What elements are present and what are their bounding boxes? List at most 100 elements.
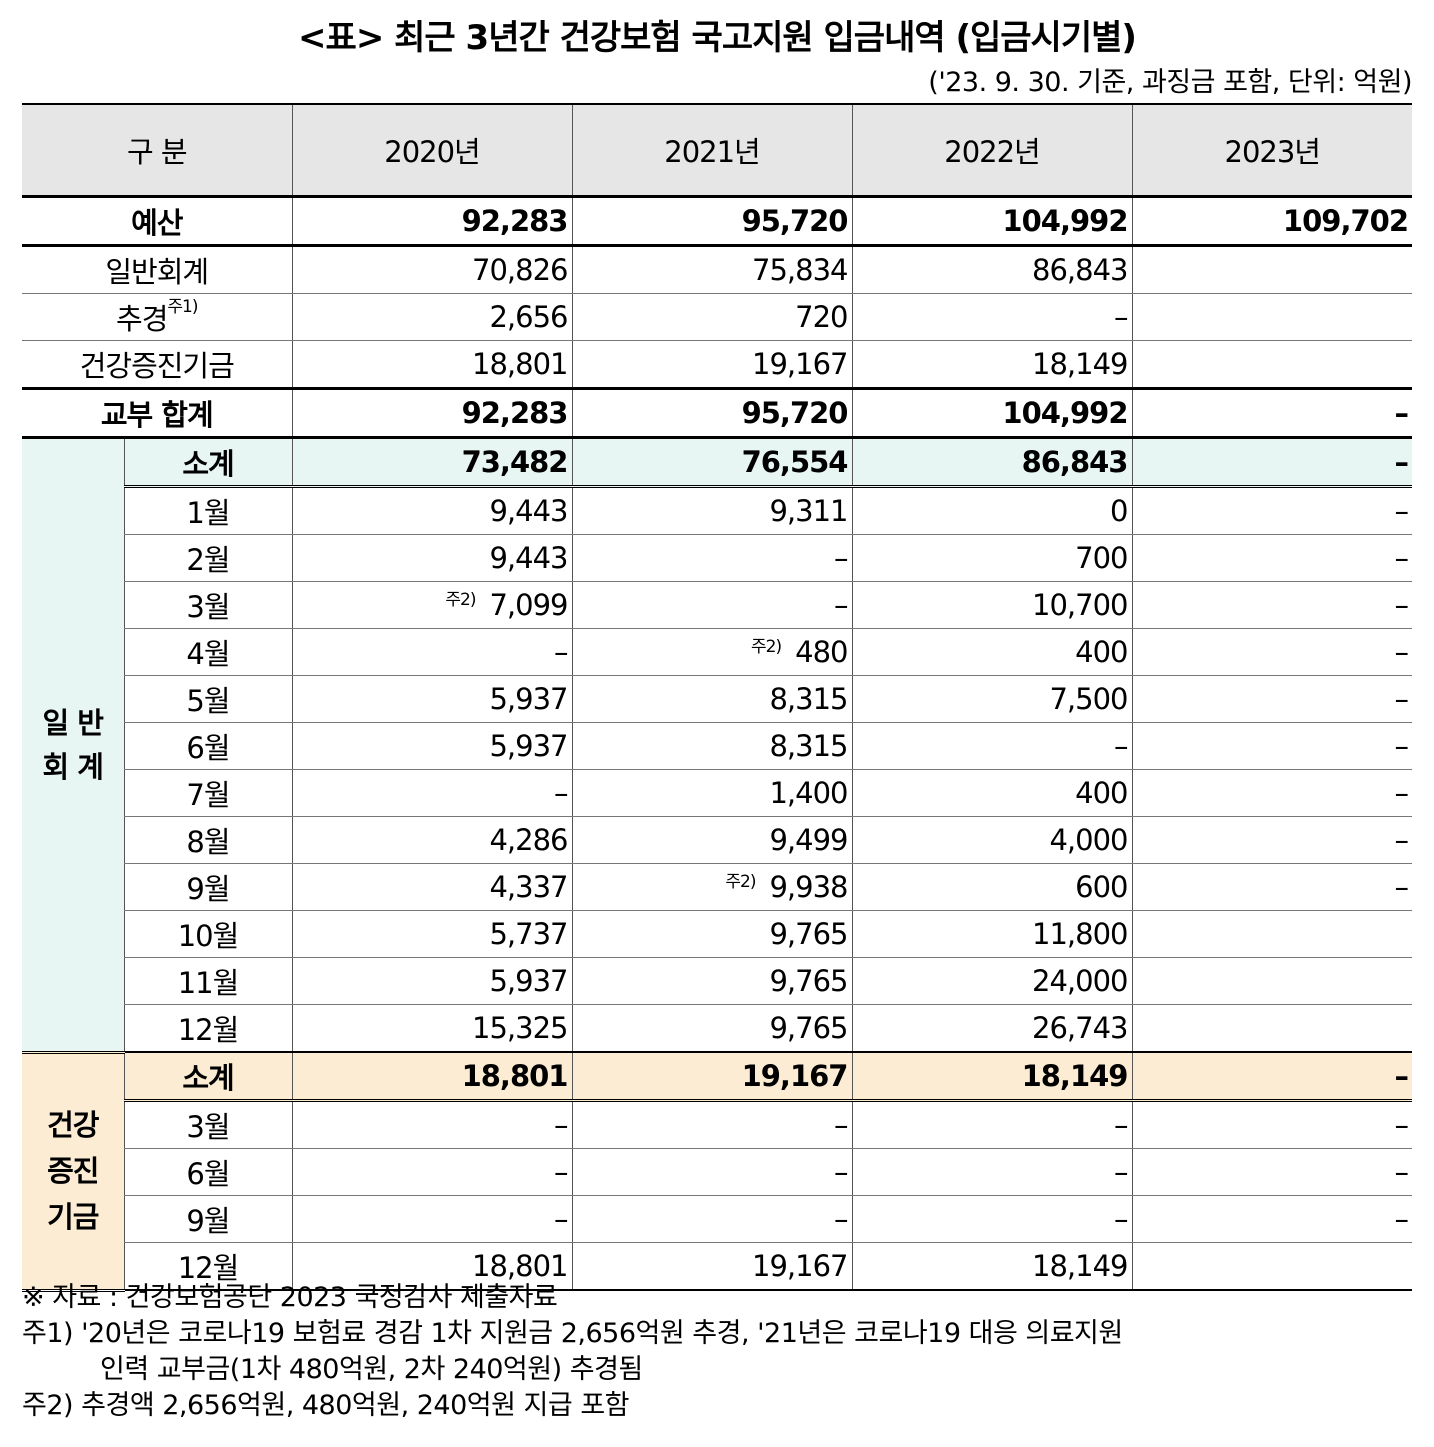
row-label: 1월 (123, 486, 292, 535)
value-text: 9,311 (769, 494, 848, 528)
value-text: – (554, 1202, 568, 1236)
value-text: 19,167 (741, 1059, 849, 1093)
value-text: – (834, 1108, 848, 1142)
general-month-row: 6월 5,937 8,315 – – (22, 722, 1412, 770)
value-text: 92,283 (461, 396, 569, 430)
value-text: 8,315 (769, 729, 848, 763)
value-cell: 86,843 (851, 437, 1132, 488)
value-cell: – (291, 1195, 572, 1243)
value-text: 19,167 (752, 1249, 848, 1283)
value-text: – (1394, 635, 1409, 669)
value-cell: 9,499 (571, 816, 852, 864)
value-cell (1131, 340, 1412, 390)
value-cell: 9,311 (571, 486, 852, 535)
general-month-row: 12월 15,325 9,765 26,743 (22, 1004, 1412, 1053)
value-cell: 95,720 (571, 196, 852, 247)
note-2: 주2) 추경액 2,656억원, 480억원, 240억원 지급 포함 (22, 1390, 630, 1421)
value-text: 26,743 (1032, 1011, 1128, 1045)
group-label-line: 일 반 (42, 705, 104, 740)
general-month-row: 9월 4,337 주2) 9,938 600 – (22, 863, 1412, 911)
row-label: 6월 (123, 1148, 292, 1196)
value-text: – (1394, 445, 1409, 479)
value-cell: – (1131, 534, 1412, 582)
group-label-line: 증진 (47, 1154, 99, 1188)
value-text: 18,149 (1021, 1059, 1129, 1093)
value-cell: 5,937 (291, 957, 572, 1005)
note-2-marker: 주2) (445, 590, 476, 610)
value-text: 70,826 (472, 253, 568, 287)
row-label: 일반회계 (22, 245, 292, 294)
value-cell: 24,000 (851, 957, 1132, 1005)
value-text: 18,801 (461, 1059, 569, 1093)
value-cell: 9,765 (571, 910, 852, 958)
value-text: 2,656 (489, 300, 568, 334)
note-1-line-1: 주1) '20년은 코로나19 보험료 경감 1차 지원금 2,656억원 추경… (22, 1318, 1123, 1349)
row-label: 10월 (123, 910, 292, 958)
value-cell: – (1131, 675, 1412, 723)
value-cell: – (1131, 722, 1412, 770)
value-text: 18,149 (1032, 347, 1128, 381)
value-cell: 73,482 (291, 437, 572, 488)
note-2-marker: 주2) (725, 872, 756, 892)
value-text: 9,938 (769, 870, 848, 904)
source-note: ※ 자료 : 건강보험공단 2023 국정감사 제출자료 (22, 1282, 558, 1313)
value-cell: 9,443 (291, 486, 572, 535)
note-1-marker: 주1) (167, 297, 198, 317)
value-text: – (1114, 729, 1128, 763)
value-cell: 400 (851, 628, 1132, 676)
value-cell: – (851, 722, 1132, 770)
value-cell: – (571, 1195, 852, 1243)
value-text: – (1394, 870, 1409, 904)
value-cell: 92,283 (291, 388, 572, 439)
value-cell: 400 (851, 769, 1132, 817)
value-cell: – (1131, 437, 1412, 488)
row-label-text: 추경 (116, 302, 168, 336)
value-text: – (1394, 588, 1409, 622)
value-text: 4,000 (1049, 823, 1128, 857)
value-text: 480 (795, 635, 848, 669)
value-cell: 2,656 (291, 293, 572, 341)
value-text: 4,286 (489, 823, 568, 857)
value-text: 18,801 (472, 347, 568, 381)
value-text: 104,992 (1002, 396, 1128, 430)
value-text: 18,801 (472, 1249, 568, 1283)
general-month-row: 3월 주2) 7,099 – 10,700 – (22, 581, 1412, 629)
value-cell: 19,167 (571, 340, 852, 390)
row-label: 8월 (123, 816, 292, 864)
value-cell (1131, 1004, 1412, 1053)
header-row: 구 분 2020년 2021년 2022년 2023년 (22, 103, 1412, 198)
value-text: 5,937 (489, 682, 568, 716)
value-text: 5,737 (489, 917, 568, 951)
summary-row: 일반회계 70,826 75,834 86,843 (22, 245, 1412, 294)
value-text: – (1394, 1108, 1409, 1142)
health-month-row: 6월 – – – – (22, 1148, 1412, 1196)
value-cell: – (1131, 581, 1412, 629)
health-month-row: 12월 18,801 19,167 18,149 (22, 1242, 1412, 1291)
value-text: – (1394, 1155, 1409, 1189)
header-2020: 2020년 (291, 103, 572, 198)
value-text: 95,720 (741, 204, 849, 238)
value-cell: 5,937 (291, 675, 572, 723)
value-text: 5,937 (489, 729, 568, 763)
health-subtotal-row: 건강 증진 기금 소계 18,801 19,167 18,149– (22, 1051, 1412, 1292)
value-text: – (1394, 823, 1409, 857)
row-label: 5월 (123, 675, 292, 723)
value-text: 86,843 (1032, 253, 1128, 287)
header-category: 구 분 (22, 103, 292, 198)
value-cell: 7,500 (851, 675, 1132, 723)
value-text: – (1114, 1155, 1128, 1189)
value-cell: – (1131, 628, 1412, 676)
general-month-row: 11월 5,937 9,765 24,000 (22, 957, 1412, 1005)
value-text: – (1394, 776, 1409, 810)
value-text: 400 (1075, 776, 1128, 810)
row-label: 소계 (123, 437, 292, 488)
value-cell: 75,834 (571, 245, 852, 294)
value-cell: 86,843 (851, 245, 1132, 294)
value-cell: 5,937 (291, 722, 572, 770)
value-cell: 600 (851, 863, 1132, 911)
note-1-line-2: 인력 교부금(1차 480억원, 2차 240억원) 추경됨 (100, 1354, 643, 1385)
value-text: – (1114, 300, 1128, 334)
value-text: 19,167 (752, 347, 848, 381)
general-month-row: 4월 – 주2) 480 400 – (22, 628, 1412, 676)
